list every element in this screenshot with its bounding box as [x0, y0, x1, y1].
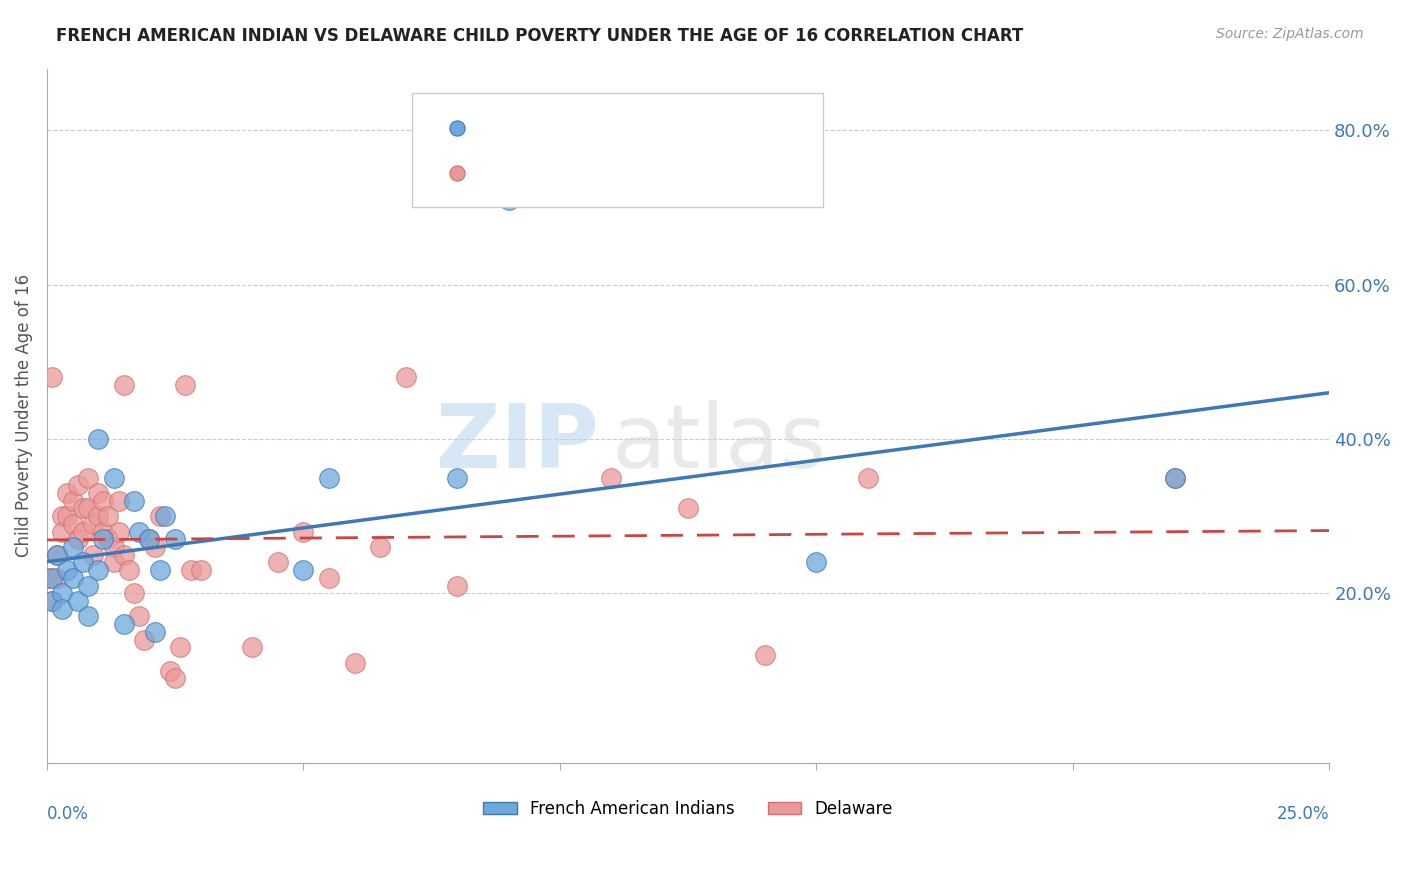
Point [77, 579, 100, 593]
Point [112, 378, 135, 392]
Text: atlas: atlas [612, 401, 827, 487]
Point [600, 470, 623, 484]
Point [446, 579, 468, 593]
Point [107, 493, 129, 508]
Point [143, 624, 166, 639]
Point [446, 470, 468, 484]
Point [87, 509, 110, 524]
Point [149, 563, 172, 577]
Point [190, 563, 212, 577]
Point [72, 501, 94, 516]
FancyBboxPatch shape [412, 93, 823, 208]
Point [51, 524, 73, 539]
Point [41, 571, 63, 585]
Point [41, 594, 63, 608]
Point [56, 563, 79, 577]
Point [51, 586, 73, 600]
Point [318, 470, 340, 484]
Point [128, 524, 150, 539]
Point [498, 193, 520, 207]
Point [97, 509, 120, 524]
Point [56, 509, 79, 524]
Text: ZIP: ZIP [436, 401, 599, 487]
Point [72, 524, 94, 539]
Point [103, 470, 125, 484]
Point [46, 548, 69, 562]
Point [77, 609, 100, 624]
Point [806, 556, 828, 570]
Point [134, 632, 156, 647]
Point [292, 524, 315, 539]
Point [91, 493, 114, 508]
Point [292, 563, 315, 577]
Text: Source: ZipAtlas.com: Source: ZipAtlas.com [1216, 27, 1364, 41]
Point [66, 594, 89, 608]
Point [51, 601, 73, 615]
Point [62, 571, 84, 585]
Point [343, 656, 366, 670]
Point [97, 533, 120, 547]
Point [82, 548, 104, 562]
Point [46, 548, 69, 562]
Point [107, 524, 129, 539]
Legend: French American Indians, Delaware: French American Indians, Delaware [477, 793, 900, 824]
Point [62, 516, 84, 531]
Point [368, 540, 391, 554]
Point [122, 493, 145, 508]
Point [72, 556, 94, 570]
Point [41, 370, 63, 384]
Point [159, 664, 181, 678]
Point [51, 509, 73, 524]
Point [856, 470, 879, 484]
Point [149, 509, 172, 524]
Point [143, 540, 166, 554]
Point [62, 540, 84, 554]
Point [91, 524, 114, 539]
Point [153, 509, 176, 524]
Point [1164, 470, 1187, 484]
Point [118, 563, 141, 577]
Point [676, 501, 699, 516]
Point [754, 648, 776, 662]
Point [87, 432, 110, 446]
Point [169, 640, 191, 655]
Text: R = 0.244   N = 30: R = 0.244 N = 30 [492, 119, 650, 136]
Point [82, 516, 104, 531]
Text: 25.0%: 25.0% [1277, 805, 1329, 822]
Point [38, 571, 60, 585]
Point [41, 594, 63, 608]
Point [180, 563, 202, 577]
Point [66, 478, 89, 492]
Text: R = 0.085   N = 57: R = 0.085 N = 57 [492, 164, 648, 182]
Point [87, 563, 110, 577]
Point [122, 586, 145, 600]
Point [87, 486, 110, 500]
Point [56, 486, 79, 500]
Y-axis label: Child Poverty Under the Age of 16: Child Poverty Under the Age of 16 [15, 274, 32, 558]
Point [1164, 470, 1187, 484]
Text: FRENCH AMERICAN INDIAN VS DELAWARE CHILD POVERTY UNDER THE AGE OF 16 CORRELATION: FRENCH AMERICAN INDIAN VS DELAWARE CHILD… [56, 27, 1024, 45]
Point [395, 370, 418, 384]
Point [77, 501, 100, 516]
Point [165, 671, 187, 685]
Point [112, 617, 135, 632]
Point [77, 470, 100, 484]
Point [267, 556, 290, 570]
Point [66, 533, 89, 547]
Point [174, 378, 197, 392]
Point [62, 493, 84, 508]
Point [46, 571, 69, 585]
Point [91, 533, 114, 547]
Point [103, 540, 125, 554]
Point [128, 609, 150, 624]
Text: 0.0%: 0.0% [46, 805, 89, 822]
Point [103, 556, 125, 570]
Point [240, 640, 263, 655]
Point [112, 548, 135, 562]
Point [318, 571, 340, 585]
Point [138, 533, 160, 547]
Point [165, 533, 187, 547]
Point [138, 533, 160, 547]
